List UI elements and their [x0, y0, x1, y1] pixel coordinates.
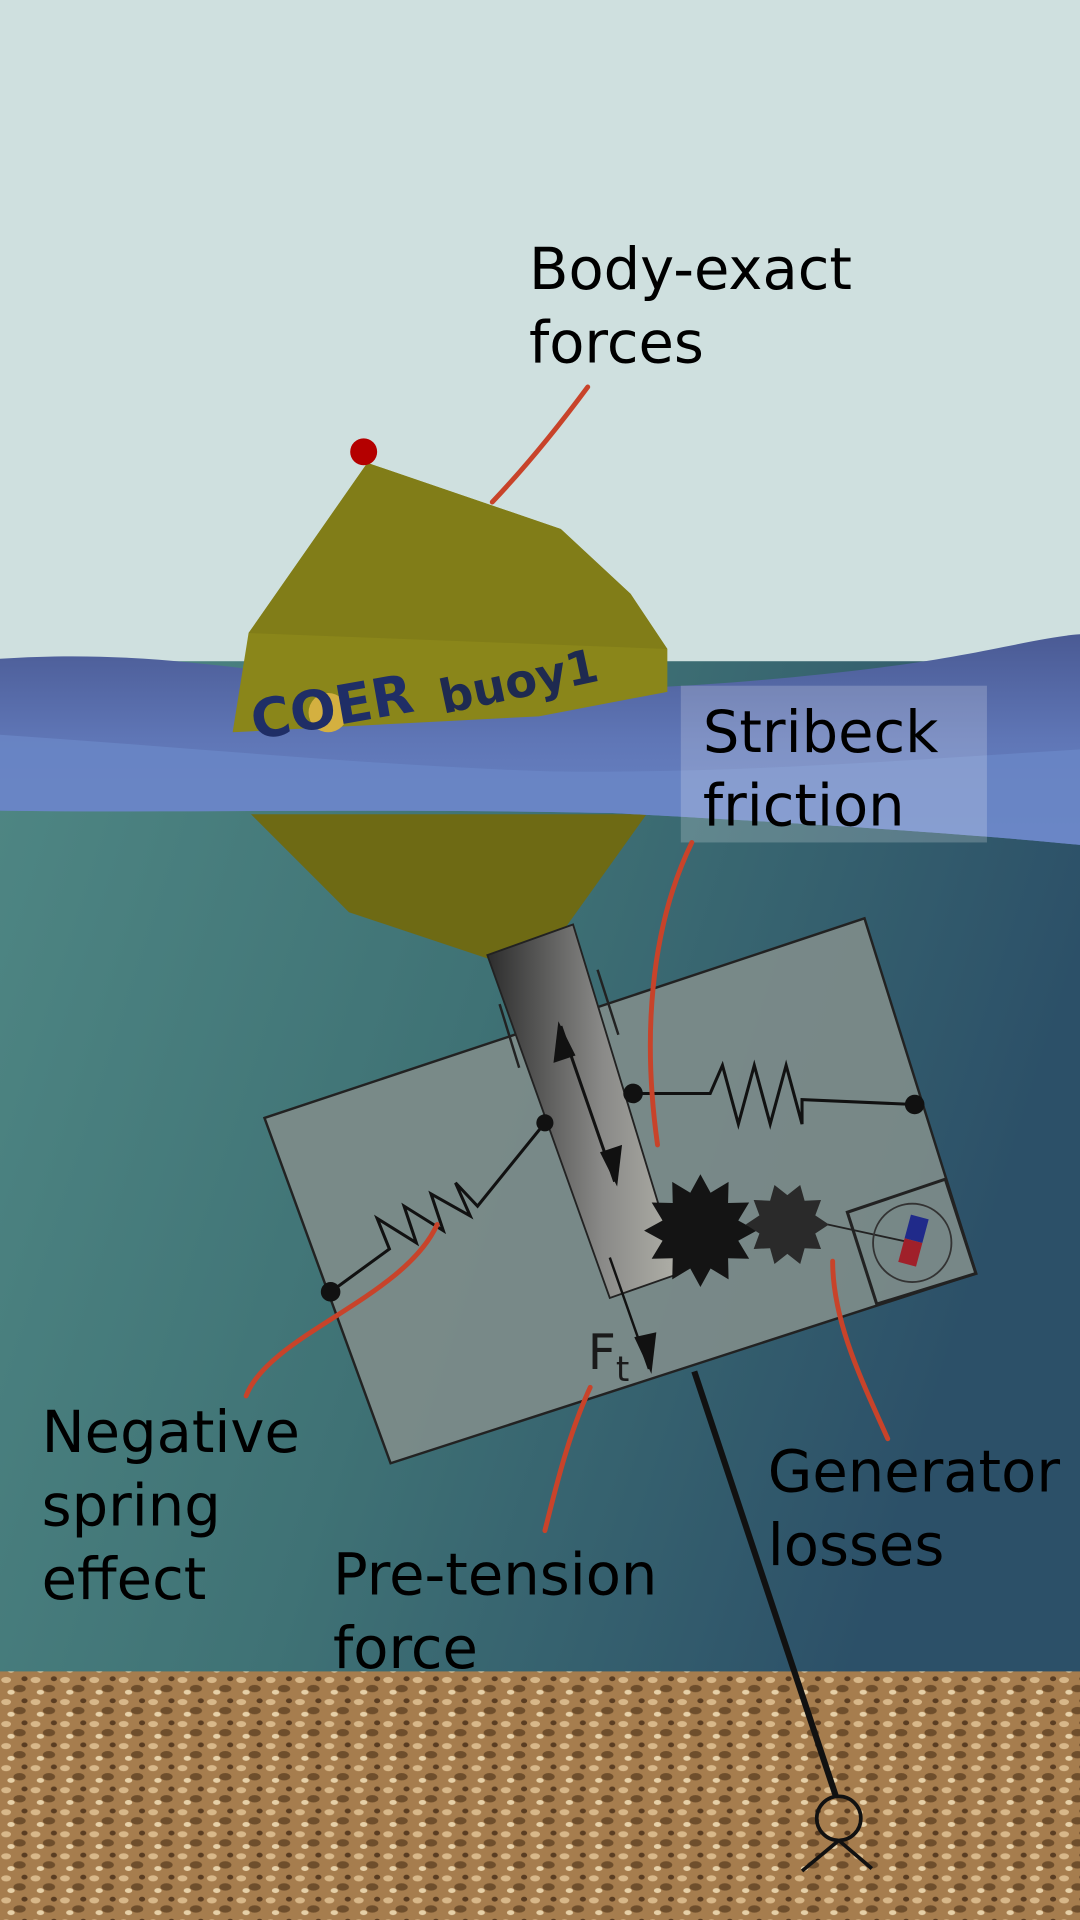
arrow-head — [600, 1144, 623, 1187]
leader — [489, 384, 591, 505]
rod-guide — [498, 1003, 521, 1069]
label-line: losses — [768, 1512, 945, 1579]
pivot — [623, 1083, 643, 1104]
spring-left — [329, 1121, 547, 1294]
anchor-legs — [800, 1838, 874, 1873]
mooring-line — [691, 1370, 840, 1799]
force-symbol: Ft — [588, 1324, 630, 1390]
labels: Body-exact forces Stribeck friction Negative… — [42, 236, 1061, 1682]
leader — [243, 1222, 440, 1399]
label-line: forces — [529, 309, 704, 376]
leader — [830, 1258, 891, 1442]
pivot — [320, 1282, 341, 1302]
label-line: friction — [703, 772, 905, 839]
gear-large — [644, 1174, 757, 1287]
gear-small — [745, 1184, 829, 1265]
pivot — [536, 1114, 554, 1132]
wave-front — [0, 734, 1080, 845]
label-line: spring — [42, 1473, 221, 1540]
label-line: Body-exact — [529, 236, 852, 303]
leader — [647, 840, 695, 1148]
generator-box — [845, 1177, 978, 1306]
label-line: Stribeck — [703, 699, 939, 766]
label-line: Negative — [42, 1399, 300, 1466]
buoy-top-light — [350, 438, 378, 466]
arrow-head — [634, 1332, 657, 1374]
label-background — [680, 685, 987, 843]
pivot — [904, 1094, 925, 1115]
label-line: Generator — [768, 1438, 1061, 1505]
buoy-facet — [248, 462, 668, 649]
rod-guide — [596, 969, 620, 1036]
annotation-label: Negative spring effect — [42, 1399, 300, 1613]
annotation-label: Stribeck friction — [703, 699, 939, 839]
shaft — [827, 1223, 913, 1244]
label-line: Pre-tension — [333, 1541, 657, 1608]
seabed — [0, 1671, 1080, 1920]
generator-stator — [872, 1202, 953, 1283]
annotation-label: Generator losses — [768, 1438, 1061, 1578]
label-line: force — [333, 1615, 478, 1682]
logo-sun — [308, 693, 348, 733]
label-line: effect — [42, 1546, 207, 1613]
arrow-head — [553, 1021, 576, 1063]
magnet-south — [898, 1238, 923, 1267]
magnet-north — [904, 1214, 929, 1244]
annotation-lines — [243, 384, 891, 1534]
annotation-label: Body-exact forces — [529, 236, 852, 376]
spring-right — [633, 1059, 915, 1130]
annotation-label: Pre-tension force — [333, 1541, 657, 1681]
leader — [542, 1384, 593, 1534]
